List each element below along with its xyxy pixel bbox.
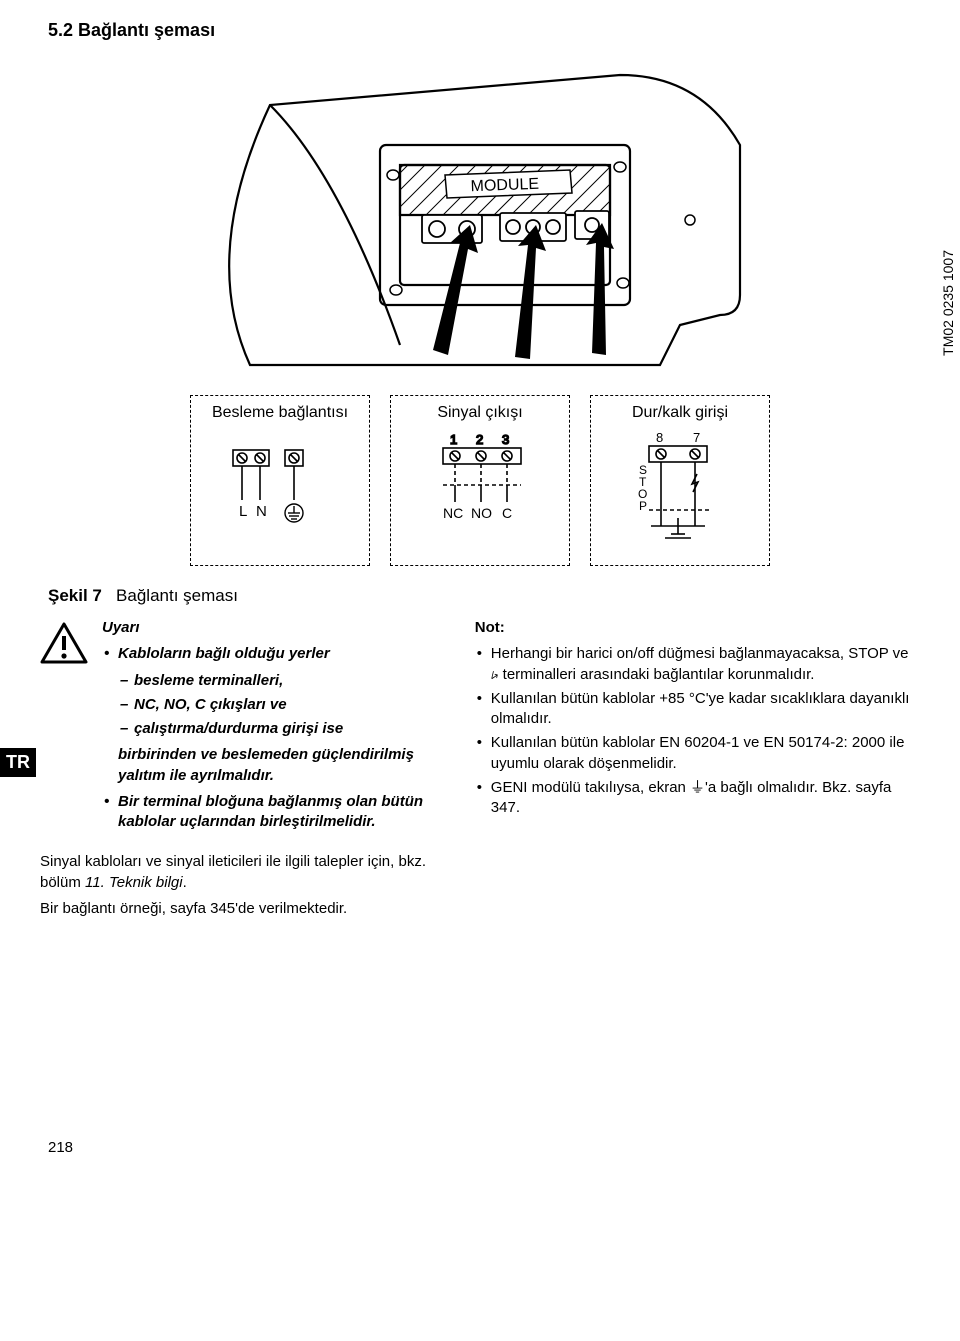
tr-tag: TR	[0, 748, 36, 777]
note-1: Herhangi bir harici on/off düğmesi bağla…	[475, 644, 920, 685]
relay-title: Sinyal çıkışı	[405, 404, 555, 422]
note-head: Not:	[475, 618, 920, 638]
note-4: GENI modülü takılıysa, ekran ⏚'a bağlı o…	[475, 778, 920, 819]
figure-caption: Şekil 7 Bağlantı şeması	[48, 586, 920, 606]
stop-title: Dur/kalk girişi	[605, 404, 755, 422]
stop-svg: 8 7	[605, 430, 755, 550]
module-illustration: MODULE	[200, 65, 760, 385]
below-p2: Bir bağlantı örneği, sayfa 345'de verilm…	[40, 899, 445, 919]
note-2: Kullanılan bütün kablolar +85 °C'ye kada…	[475, 689, 920, 730]
page-root: 5.2 Bağlantı şeması	[0, 0, 960, 1196]
relay-num-2: 2	[476, 432, 483, 447]
stop-p: P	[639, 499, 647, 513]
module-label: MODULE	[470, 176, 539, 195]
figure-container: MODULE	[130, 65, 830, 566]
warn-dash-2: NC, NO, C çıkışları ve	[118, 695, 445, 715]
right-column: Not: Herhangi bir harici on/off düğmesi …	[475, 618, 920, 838]
warning-body: Uyarı Kabloların bağlı olduğu yerler bes…	[102, 618, 445, 838]
stop-num-8: 8	[656, 430, 663, 445]
label-n: N	[256, 503, 267, 520]
warn-bullet-2: Bir terminal bloğuna bağlanmış olan bütü…	[102, 792, 445, 833]
fig-text: Bağlantı şeması	[116, 586, 238, 605]
below-p1b: 11. Teknik bilgi	[85, 874, 183, 891]
label-no: NO	[471, 505, 492, 521]
label-c: C	[502, 505, 512, 521]
two-column-body: TR Uyarı Kabloların bağlı olduğu yerler …	[40, 618, 920, 838]
below-p1c: .	[183, 874, 187, 891]
relay-block: Sinyal çıkışı 1 2 3	[390, 395, 570, 566]
label-nc: NC	[443, 505, 463, 521]
stop-block: Dur/kalk girişi 8 7	[590, 395, 770, 566]
warning-title: Uyarı	[102, 618, 445, 638]
warn-dash-3: çalıştırma/durdurma girişi ise	[118, 719, 445, 739]
supply-block: Besleme bağlantısı L N	[190, 395, 370, 566]
warn-dash-1: besleme terminalleri,	[118, 671, 445, 691]
fig-prefix: Şekil 7	[48, 586, 102, 605]
warn-line-after: birbirinden ve beslemeden güçlendirilmiş…	[102, 745, 445, 786]
schematic-row: Besleme bağlantısı L N	[130, 395, 830, 566]
supply-title: Besleme bağlantısı	[205, 404, 355, 422]
relay-svg: 1 2 3	[405, 430, 555, 530]
page-number: 218	[48, 1139, 920, 1156]
label-l: L	[239, 503, 247, 520]
supply-svg: L N	[205, 430, 355, 530]
left-column: Uyarı Kabloların bağlı olduğu yerler bes…	[40, 618, 445, 838]
below-warning-text: Sinyal kabloları ve sinyal ileticileri i…	[40, 852, 445, 919]
section-heading: 5.2 Bağlantı şeması	[48, 20, 920, 41]
tm-code: TM02 0235 1007	[940, 250, 956, 356]
warn-bullet-1: Kabloların bağlı olduğu yerler	[102, 644, 445, 664]
warning-icon	[40, 622, 88, 671]
relay-num-3: 3	[502, 432, 509, 447]
below-p1: Sinyal kabloları ve sinyal ileticileri i…	[40, 852, 445, 893]
relay-num-1: 1	[450, 432, 457, 447]
stop-num-7: 7	[693, 430, 700, 445]
note-3: Kullanılan bütün kablolar EN 60204-1 ve …	[475, 733, 920, 774]
